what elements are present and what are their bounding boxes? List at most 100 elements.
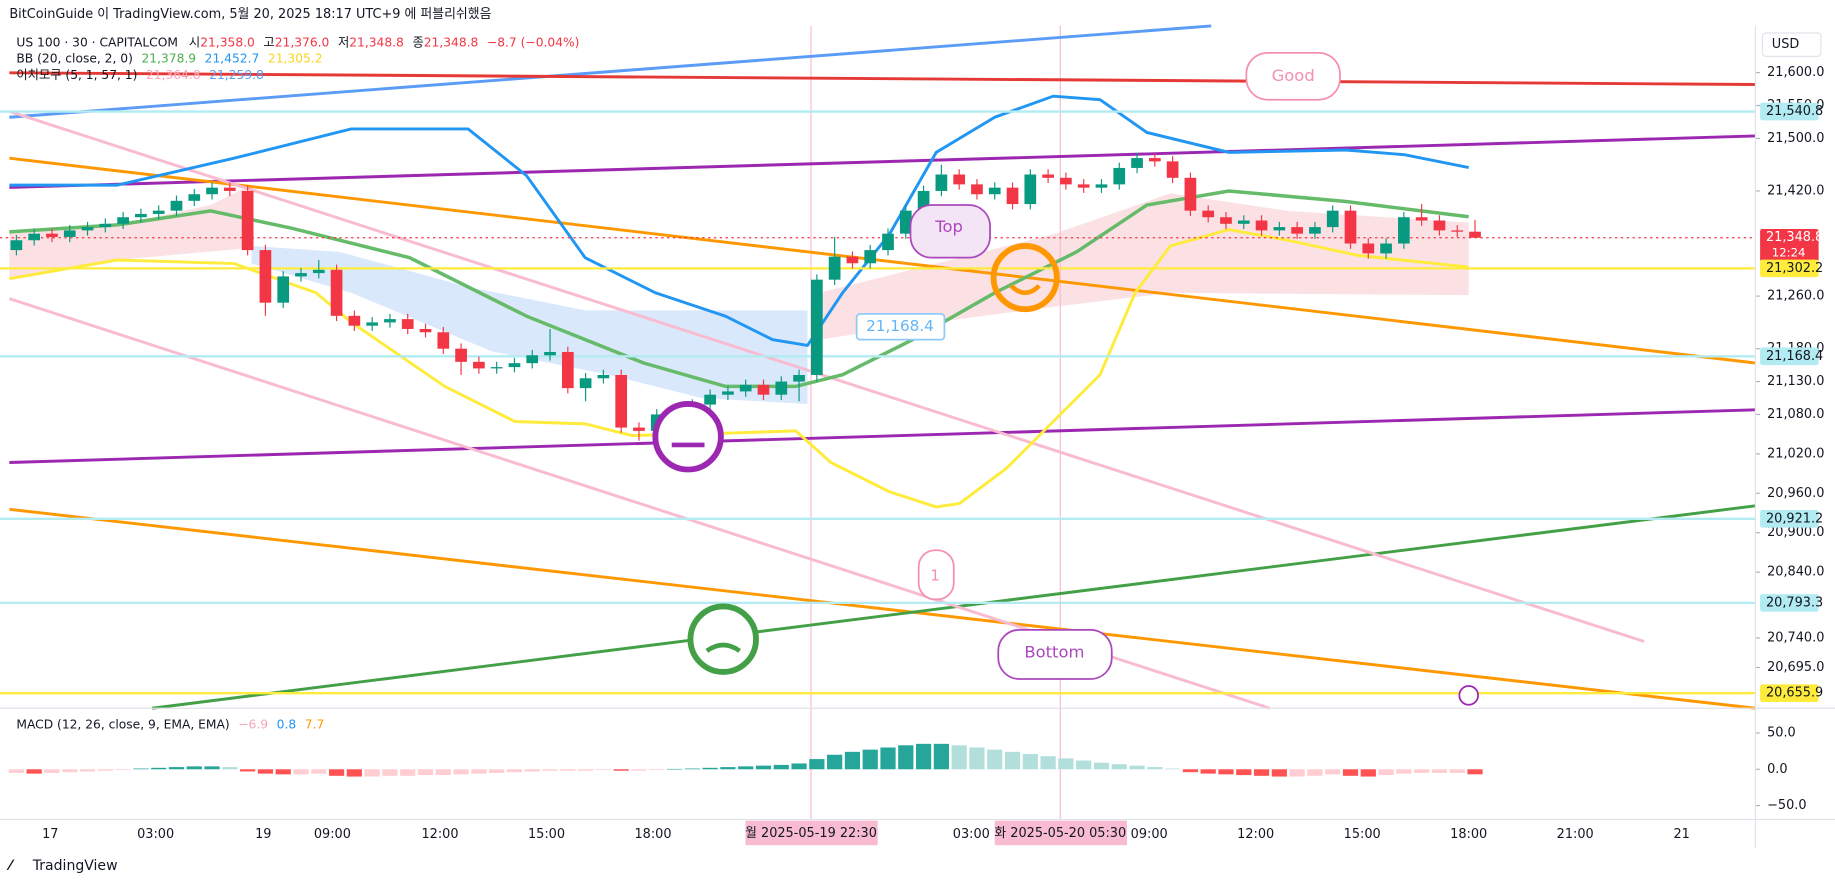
macd-bar — [1040, 756, 1056, 770]
footer: TradingView — [32, 858, 118, 874]
macd-bar — [1253, 769, 1270, 776]
x-tick-label: 18:00 — [1450, 827, 1487, 842]
indicator-value: 21,305.2 — [268, 51, 323, 65]
candle-body — [135, 213, 147, 218]
price-badge-label: 21,540.8 — [1766, 104, 1823, 119]
bubble — [917, 549, 955, 601]
indicator-value: 21,259.8 — [209, 68, 264, 82]
crosshair-label — [745, 820, 878, 846]
ohlc-key: 종 — [412, 35, 423, 49]
macd-bar — [257, 769, 274, 774]
macd-bar — [542, 769, 558, 771]
candle-body — [117, 217, 129, 224]
candle-body — [1024, 174, 1037, 205]
candle-body — [793, 374, 805, 382]
face-icon — [687, 603, 759, 675]
y-tick-label: 0.0 — [1767, 762, 1787, 777]
bubble — [997, 628, 1113, 680]
candle-body — [1433, 220, 1446, 231]
macd-bar — [293, 769, 309, 775]
x-tick-label: 15:00 — [1344, 827, 1381, 842]
annotation: 21,168.4 — [866, 317, 934, 335]
candle-body — [828, 256, 841, 280]
x-tick-label: 03:00 — [953, 827, 990, 842]
candle-body — [579, 378, 592, 389]
trendline — [9, 156, 1756, 365]
candle-body — [722, 391, 734, 395]
candle-body — [1148, 158, 1161, 162]
macd-bar — [1396, 769, 1412, 774]
candle-body — [1309, 227, 1321, 234]
x-tick-label: 21:00 — [1557, 827, 1594, 842]
candle-body — [1291, 227, 1303, 234]
macd-bar — [578, 769, 594, 771]
x-tick-label: 03:00 — [137, 827, 174, 842]
macd-bar — [702, 767, 718, 770]
candle-body — [508, 363, 521, 368]
candle-body — [1131, 158, 1143, 168]
x-tick-label: 21 — [1674, 827, 1690, 842]
y-tick-label: 20,740.0 — [1767, 630, 1824, 645]
candle-body — [312, 269, 325, 274]
macd-bar — [489, 769, 505, 773]
y-tick-label: 21,500.0 — [1767, 131, 1824, 146]
macd-bar — [862, 749, 878, 770]
trendline — [9, 24, 1212, 119]
candle-body — [1398, 217, 1410, 244]
macd-bar — [1058, 758, 1074, 770]
price-badge — [1760, 594, 1819, 612]
candle-body — [1184, 177, 1197, 211]
macd-bar — [186, 766, 202, 770]
candle-body — [953, 174, 966, 185]
currency-button[interactable] — [1761, 32, 1822, 57]
macd-bar — [1449, 769, 1465, 773]
drawings — [8, 24, 1756, 710]
x-tick-label: 09:00 — [1131, 827, 1168, 842]
y-tick-label: 21,600.0 — [1767, 65, 1824, 80]
macd-bar — [1111, 764, 1127, 770]
bb-upper — [9, 94, 1469, 348]
indicator-name: 이치모쿠 (5, 1, 57, 1) — [16, 68, 137, 82]
annotation: Top — [934, 217, 963, 236]
price-badge-label: 20,793.3 — [1766, 595, 1823, 610]
indicator-value: 21,378.9 — [141, 51, 196, 65]
currency[interactable]: USD — [1772, 37, 1800, 52]
symbol: US 100 · 30 · CAPITALCOM — [16, 35, 178, 49]
macd-bar — [1165, 768, 1181, 770]
macd-bar — [1200, 769, 1216, 774]
candle-body — [775, 381, 788, 395]
macd-bar — [1325, 769, 1341, 775]
y-tick-label: 21,130.0 — [1767, 374, 1824, 389]
trendline — [9, 71, 1756, 86]
trendline — [8, 110, 1645, 643]
macd-bar — [1414, 769, 1430, 773]
candle-body — [846, 256, 859, 264]
legend-macd: MACD (12, 26, close, 9, EMA, EMA) −6.9 0… — [16, 717, 324, 731]
candle-body — [1113, 167, 1126, 185]
macd-bar — [524, 769, 540, 772]
macd-bar — [151, 767, 167, 770]
macd-bar — [1431, 769, 1448, 773]
y-tick-label: 20,900.0 — [1767, 525, 1824, 540]
price-badge — [1760, 684, 1819, 702]
y-tick-label: 50.0 — [1767, 725, 1796, 740]
macd-bar — [738, 766, 754, 770]
face-icon — [1009, 284, 1041, 296]
indicator-value: 7.7 — [305, 717, 325, 731]
candle-body — [46, 233, 58, 237]
annotation: Bottom — [1024, 643, 1084, 662]
candle-body — [633, 427, 645, 431]
macd-bar — [560, 769, 576, 771]
ohlc-value: 21,376.0 — [275, 35, 330, 49]
macd-bar — [26, 769, 42, 774]
candle-body — [1255, 220, 1268, 231]
macd-bar — [1004, 751, 1021, 770]
macd-bar — [880, 747, 896, 770]
macd-bar — [720, 767, 736, 770]
indicator-value: 0.8 — [277, 717, 297, 731]
candle-body — [757, 384, 770, 395]
y-tick-label: −50.0 — [1767, 798, 1806, 813]
candle-body — [1451, 230, 1464, 232]
